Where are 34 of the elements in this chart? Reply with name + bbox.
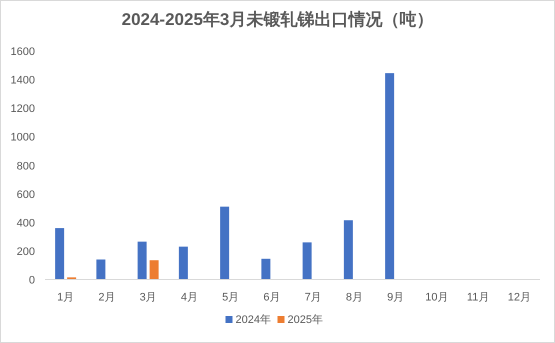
bar [138, 242, 147, 280]
x-tick-label: 8月 [346, 292, 363, 304]
bar [302, 242, 312, 280]
x-tick-label: 10月 [425, 292, 448, 304]
x-tick-label: 6月 [263, 292, 280, 304]
y-tick-label: 400 [16, 217, 35, 230]
chart-title: 2024-2025年3月未锻轧锑出口情况（吨） [122, 10, 434, 29]
bar [150, 260, 159, 280]
x-tick-label: 3月 [140, 292, 157, 304]
bar [55, 228, 64, 280]
y-tick-label: 1200 [10, 103, 35, 116]
x-tick-label: 4月 [180, 292, 198, 304]
bar [220, 206, 230, 280]
bar [261, 258, 270, 280]
legend-label: 2024年 [236, 314, 271, 326]
legend-label: 2025年 [288, 314, 323, 326]
x-tick-label: 2月 [98, 292, 116, 304]
x-tick-label: 7月 [304, 292, 322, 304]
bar [178, 246, 188, 280]
y-tick-label: 1000 [10, 132, 35, 144]
y-tick-label: 1600 [10, 46, 35, 58]
x-tick-label: 11月 [466, 292, 490, 304]
y-tick-label: 800 [16, 160, 35, 172]
x-tick-label: 9月 [387, 292, 404, 304]
x-tick-label: 1月 [57, 292, 74, 304]
y-tick-label: 0 [28, 274, 35, 286]
x-tick-label: 5月 [222, 292, 240, 304]
y-tick-label: 1400 [10, 74, 35, 87]
bar [344, 220, 353, 280]
bar [385, 73, 394, 280]
bar [96, 260, 106, 280]
y-tick-label: 600 [16, 188, 35, 201]
x-tick-label: 12月 [508, 292, 531, 304]
y-tick-label: 200 [16, 246, 35, 258]
